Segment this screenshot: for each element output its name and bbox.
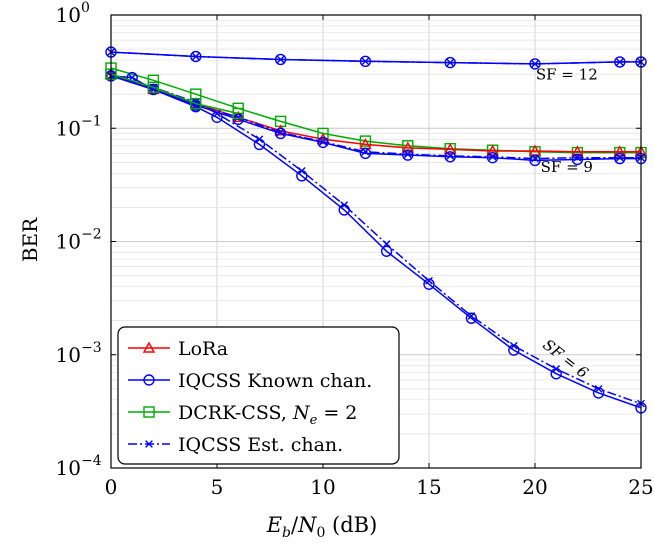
y-tick-exponent: −3: [81, 340, 102, 356]
circle-marker: [465, 312, 478, 324]
series-SF=12-x: [107, 48, 645, 68]
x-marker: [234, 113, 243, 122]
square-marker: [147, 81, 160, 93]
x-marker: [615, 58, 624, 66]
legend-label: LoRa: [178, 338, 228, 360]
circle-marker: [444, 151, 456, 163]
x-axis-label: Eb/N0 (dB): [266, 513, 378, 541]
circle-marker: [359, 147, 372, 160]
legend-entry: IQCSS Known chan.: [128, 370, 372, 392]
square-marker: [359, 135, 372, 147]
curve-annotations: SF = 12 SF = 9 SF = 6: [536, 65, 598, 382]
circle-marker: [614, 152, 626, 165]
x-tick-label: 10: [310, 475, 335, 499]
x-marker: [488, 152, 497, 161]
x-tick-label: 15: [416, 475, 441, 499]
x-marker: [382, 240, 391, 248]
x-marker: [191, 52, 200, 61]
square-marker: [143, 406, 155, 418]
curve-annotation: SF = 6: [539, 336, 592, 383]
curve-annotation: SF = 12: [536, 65, 598, 83]
y-tick-label: 10: [56, 3, 81, 27]
x-marker: [446, 152, 455, 160]
triangle-marker: [401, 141, 414, 153]
x-marker: [615, 153, 624, 162]
legend-label: IQCSS Est. chan.: [178, 434, 343, 456]
legend-entry: IQCSS Est. chan.: [128, 434, 343, 456]
x-marker: [145, 440, 153, 448]
y-tick-label: 10: [56, 116, 81, 140]
x-marker: [276, 128, 285, 137]
circle-marker: [529, 154, 541, 167]
series-line: [110, 51, 641, 65]
legend-entry: LoRa: [128, 338, 228, 360]
series-line: [110, 73, 641, 153]
x-marker: [552, 365, 561, 373]
triangle-marker: [444, 142, 457, 155]
x-tick-label: 0: [105, 475, 118, 499]
x-marker: [276, 55, 285, 64]
circle-marker: [380, 245, 393, 257]
legend-label: IQCSS Known chan.: [178, 370, 372, 392]
x-marker: [531, 60, 539, 68]
x-marker: [594, 384, 603, 393]
x-tick-label: 25: [628, 475, 653, 499]
legend: LoRa IQCSS Known chan. DCRK-CSS, Ne = 2 IQC…: [117, 326, 400, 465]
x-marker: [509, 341, 518, 350]
series-SF=6-square: [105, 68, 244, 120]
x-marker: [425, 276, 433, 285]
legend-label: DCRK-CSS, Ne = 2: [178, 402, 357, 428]
y-tick-exponent: −4: [81, 453, 102, 469]
y-tick-exponent: −1: [81, 113, 102, 129]
x-marker: [319, 137, 327, 146]
square-marker: [402, 140, 414, 152]
x-marker: [531, 154, 539, 163]
y-axis-label: BER: [18, 217, 42, 262]
x-marker: [361, 147, 370, 156]
circle-marker: [571, 153, 584, 166]
x-marker: [255, 135, 264, 144]
circle-marker: [143, 374, 155, 386]
square-marker: [232, 107, 244, 120]
x-marker: [297, 167, 306, 175]
legend-entry: DCRK-CSS, Ne = 2: [128, 402, 357, 428]
x-marker: [340, 201, 349, 209]
x-marker: [573, 153, 582, 162]
triangle-marker: [142, 341, 156, 353]
x-marker: [467, 312, 476, 320]
triangle-marker: [613, 145, 626, 157]
series-line: [110, 67, 641, 154]
x-marker: [361, 57, 370, 66]
y-tick-exponent: −2: [81, 227, 102, 243]
curve-annotation: SF = 9: [541, 158, 593, 176]
series-layer: [104, 46, 648, 414]
y-tick-label: 10: [56, 230, 81, 254]
x-marker: [446, 58, 455, 67]
x-tick-label: 5: [211, 475, 224, 499]
series-SF=9-x: [107, 72, 645, 163]
x-marker: [213, 109, 221, 118]
square-marker: [190, 97, 202, 110]
x-tick-label: 20: [522, 475, 547, 499]
series-line: [110, 75, 641, 160]
y-tick-label: 10: [56, 343, 81, 367]
y-tick-label: 10: [56, 456, 81, 480]
square-marker: [317, 127, 329, 140]
triangle-marker: [486, 144, 499, 156]
triangle-marker: [571, 145, 584, 157]
circle-marker: [274, 127, 287, 140]
legend-box: [117, 326, 400, 465]
circle-marker: [423, 278, 435, 290]
x-marker: [403, 150, 412, 159]
series-line: [110, 73, 239, 115]
y-tick-exponent: 0: [81, 0, 90, 16]
